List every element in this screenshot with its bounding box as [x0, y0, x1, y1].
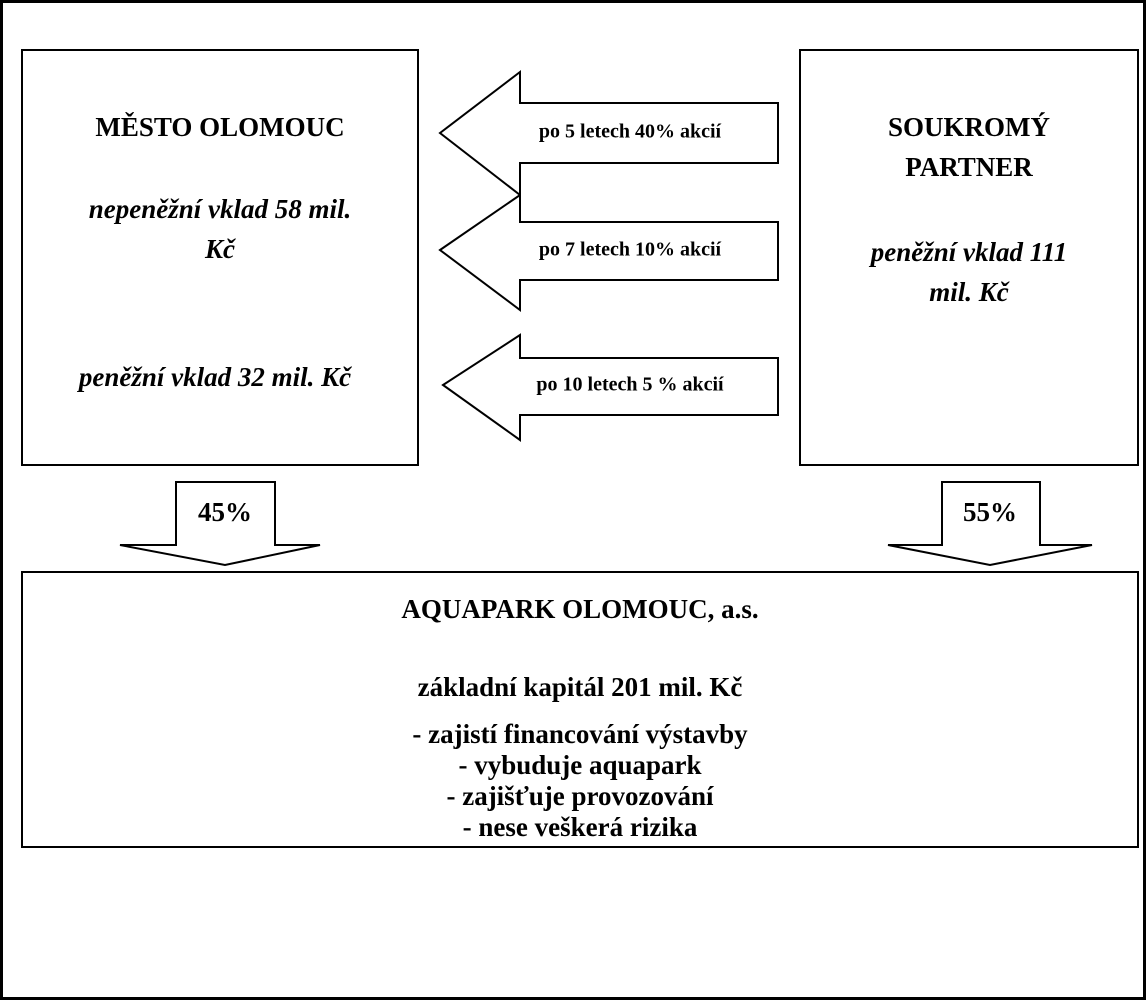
partner-title: PARTNER	[905, 152, 1033, 182]
transfer-arrow	[438, 69, 779, 198]
transfer-label: po 5 letech 40% akcií	[539, 121, 722, 143]
contribution: Kč	[204, 234, 236, 264]
contribution: nepeněžní vklad 58 mil.	[89, 194, 352, 224]
transfer-label: po 10 letech 5 % akcií	[536, 374, 724, 396]
share-label: 55%	[963, 497, 1017, 527]
company-box	[21, 571, 1139, 848]
company-role: - zajišťuje provozování	[446, 781, 714, 811]
share-arrow	[119, 481, 321, 567]
contribution: peněžní vklad 32 mil. Kč	[77, 362, 352, 392]
city-title: MĚSTO OLOMOUC	[95, 112, 344, 142]
transfer-arrow	[441, 333, 779, 442]
company-capital: základní kapitál 201 mil. Kč	[418, 672, 743, 702]
partner-title: SOUKROMÝ	[888, 112, 1050, 142]
share-label: 45%	[198, 497, 252, 527]
share-arrow	[887, 481, 1093, 567]
transfer-arrow	[438, 193, 779, 312]
company-role: - vybuduje aquapark	[458, 750, 701, 780]
partner-box	[799, 49, 1139, 466]
city-box	[21, 49, 419, 466]
transfer-label: po 7 letech 10% akcií	[539, 239, 722, 261]
company-role: - nese veškerá rizika	[463, 812, 698, 842]
contribution: mil. Kč	[929, 277, 1010, 307]
company-role: - zajistí financování výstavby	[412, 719, 748, 749]
contribution: peněžní vklad 111	[869, 237, 1068, 267]
company-title: AQUAPARK OLOMOUC, a.s.	[401, 594, 758, 624]
